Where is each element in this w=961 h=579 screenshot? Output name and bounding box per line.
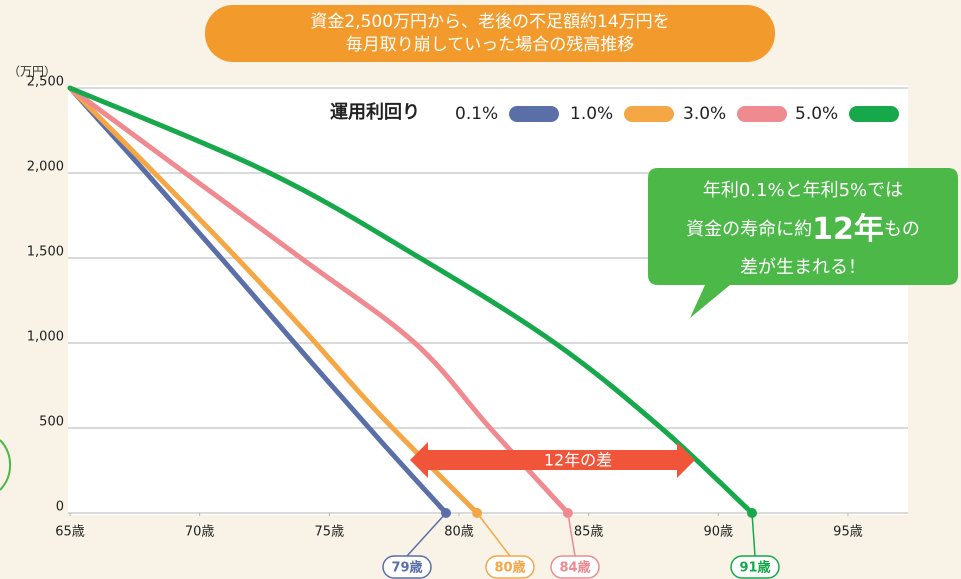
end-label: 80歳 (494, 560, 525, 576)
leader-line (476, 512, 511, 557)
chart-title: 資金2,500万円から、老後の不足額約14万円を (310, 12, 669, 32)
decoration-arc (0, 439, 12, 491)
y-unit: （万円） (8, 65, 56, 79)
end-label-box (382, 555, 432, 579)
y-tick-label: 1,000 (27, 330, 64, 345)
y-tick-label: 2,500 (27, 75, 64, 90)
chart-title: 毎月取り崩していった場合の残高推移 (346, 35, 635, 55)
series-line (67, 85, 480, 516)
x-tick-label: 80歳 (444, 525, 474, 540)
leader-line (406, 512, 447, 557)
x-tick-label: 65歳 (55, 525, 85, 540)
end-point (747, 508, 758, 518)
x-tick-label: 85歳 (574, 525, 604, 540)
title-banner (205, 5, 775, 62)
end-label-box (550, 555, 600, 579)
series-line (67, 85, 449, 516)
callout-text: 年利0.1%と年利5%では (703, 180, 903, 201)
end-label: 84歳 (559, 560, 590, 576)
legend-label: 5.0% (795, 104, 838, 124)
x-tick-label: 95歳 (833, 525, 863, 540)
difference-arrow (410, 442, 695, 478)
end-label: 79歳 (391, 560, 422, 576)
series-line (67, 85, 571, 516)
y-tick-label: 1,500 (27, 245, 64, 260)
x-tick-label: 70歳 (185, 525, 215, 540)
legend-label: 1.0% (570, 104, 613, 124)
y-tick-label: 500 (39, 415, 64, 430)
callout-text: もの (884, 219, 920, 240)
y-tick-label: 2,000 (27, 160, 64, 175)
end-point (441, 508, 452, 518)
end-label-box (485, 555, 535, 579)
x-tick-label: 90歳 (704, 525, 734, 540)
arrow-label: 12年の差 (544, 451, 612, 470)
callout-text: 資金の寿命に約12年もの (686, 212, 920, 247)
end-label: 91歳 (739, 560, 770, 576)
series-line (67, 85, 755, 516)
legend-title: 運用利回り (330, 101, 420, 123)
y-tick-label: 0 (56, 500, 64, 515)
callout-text: 差が生まれる！ (740, 257, 866, 278)
legend-swatch (509, 106, 559, 122)
legend-swatch (849, 106, 899, 122)
callout-bubble (648, 168, 958, 318)
leader-line (567, 512, 576, 557)
x-tick-label: 75歳 (315, 525, 345, 540)
end-point (472, 508, 483, 518)
leader-line (751, 512, 756, 557)
callout-text: 資金の寿命に約 (686, 219, 812, 240)
callout-emphasis: 12年 (812, 212, 884, 247)
legend-label: 3.0% (683, 104, 726, 124)
end-label-box (730, 555, 780, 579)
legend-swatch (624, 106, 674, 122)
legend-label: 0.1% (455, 104, 498, 124)
end-point (562, 508, 573, 518)
legend-swatch (737, 106, 787, 122)
